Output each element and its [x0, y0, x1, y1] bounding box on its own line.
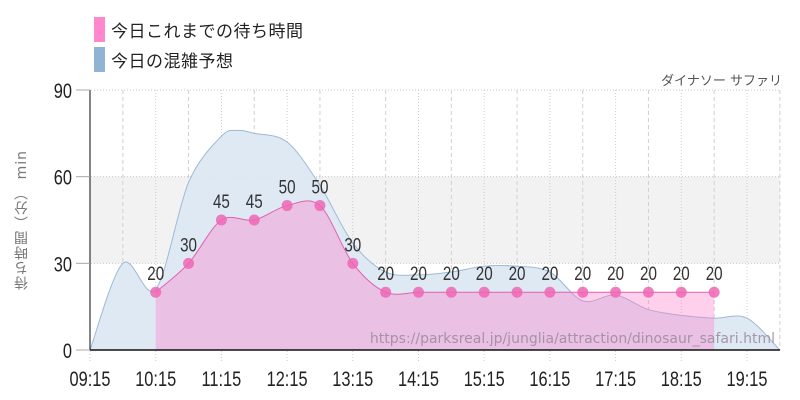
- forecast-line: [89, 129, 781, 351]
- data-point: [183, 257, 195, 269]
- data-label: 20: [706, 263, 723, 285]
- data-label: 20: [476, 263, 493, 285]
- x-tick-label: 17:15: [595, 367, 636, 390]
- data-label: 45: [213, 190, 230, 212]
- data-label: 20: [541, 263, 558, 285]
- data-label: 20: [509, 263, 526, 285]
- data-point: [248, 214, 260, 226]
- data-point: [577, 286, 589, 298]
- x-tick-label: 14:15: [398, 367, 439, 390]
- data-label: 20: [607, 263, 624, 285]
- x-tick-label: 19:15: [727, 367, 768, 390]
- data-point: [380, 286, 392, 298]
- data-point: [478, 286, 490, 298]
- data-point: [215, 214, 227, 226]
- legend-swatch-actual: [94, 16, 105, 42]
- data-point: [511, 286, 523, 298]
- data-point: [544, 286, 556, 298]
- data-label: 20: [640, 263, 657, 285]
- data-label: 30: [180, 234, 197, 256]
- x-tick-label: 10:15: [135, 367, 176, 390]
- legend: 今日これまでの待ち時間 今日の混雑予想: [94, 14, 304, 74]
- y-tick-label: 0: [63, 339, 72, 362]
- watermark-url: https://parksreal.jp/junglia/attraction/…: [370, 331, 775, 347]
- legend-swatch-forecast: [94, 46, 105, 72]
- data-point: [347, 257, 359, 269]
- legend-item-actual[interactable]: 今日これまでの待ち時間: [94, 14, 304, 44]
- x-tick-label: 11:15: [202, 367, 242, 390]
- data-point: [708, 286, 720, 298]
- forecast-area: [90, 130, 780, 350]
- legend-label-actual: 今日これまでの待ち時間: [111, 21, 304, 42]
- data-point: [281, 200, 293, 212]
- data-label: 50: [279, 176, 296, 198]
- data-label: 45: [246, 190, 263, 212]
- data-label: 20: [410, 263, 427, 285]
- data-point: [150, 286, 162, 298]
- y-tick-label: 60: [54, 166, 72, 189]
- data-label: 20: [673, 263, 690, 285]
- actual-area: [155, 200, 715, 350]
- data-point: [445, 286, 457, 298]
- data-point: [413, 286, 424, 298]
- legend-label-forecast: 今日の混雑予想: [111, 51, 234, 72]
- data-point: [675, 286, 687, 298]
- x-tick-label: 09:15: [70, 367, 111, 390]
- y-tick-label: 30: [54, 252, 72, 275]
- x-tick-label: 13:15: [332, 367, 373, 390]
- x-tick-label: 18:15: [661, 367, 702, 390]
- x-tick-label: 16:15: [529, 367, 570, 390]
- data-label: 20: [147, 263, 164, 285]
- data-point: [642, 286, 654, 298]
- data-label: 30: [344, 234, 361, 256]
- data-point: [610, 286, 622, 298]
- data-label: 20: [574, 263, 591, 285]
- data-point: [314, 200, 326, 212]
- attraction-name: ダイナソー サファリ: [661, 74, 782, 89]
- legend-item-forecast[interactable]: 今日の混雑予想: [94, 44, 304, 74]
- data-label: 20: [377, 263, 394, 285]
- data-label: 20: [443, 263, 460, 285]
- x-tick-label: 15:15: [464, 367, 505, 390]
- y-tick-label: 90: [54, 79, 72, 102]
- data-label: 50: [312, 176, 329, 198]
- x-tick-label: 12:15: [267, 367, 308, 390]
